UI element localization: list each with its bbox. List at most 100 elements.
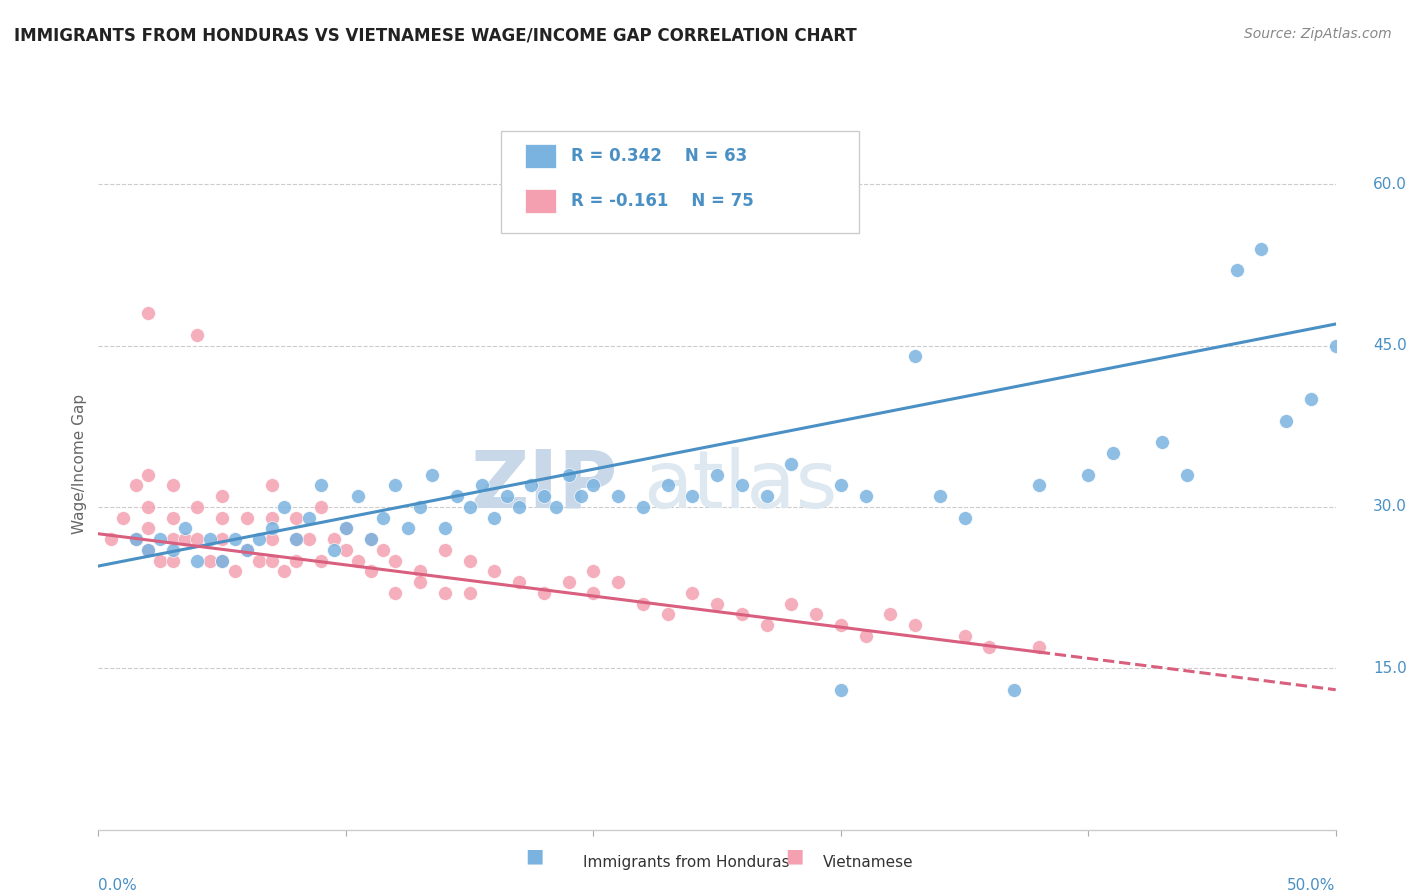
Point: [124, 532, 146, 546]
Point: [224, 565, 246, 579]
Point: [322, 532, 344, 546]
Text: IMMIGRANTS FROM HONDURAS VS VIETNAMESE WAGE/INCOME GAP CORRELATION CHART: IMMIGRANTS FROM HONDURAS VS VIETNAMESE W…: [14, 27, 856, 45]
Point: [285, 510, 308, 524]
Point: [335, 521, 357, 535]
Point: [681, 489, 703, 503]
Point: [149, 554, 172, 568]
Point: [1299, 392, 1322, 407]
Point: [780, 597, 803, 611]
Point: [409, 500, 432, 514]
Point: [1250, 242, 1272, 256]
Text: 60.0%: 60.0%: [1372, 177, 1406, 192]
Point: [260, 521, 283, 535]
Point: [484, 510, 506, 524]
Y-axis label: Wage/Income Gap: Wage/Income Gap: [72, 393, 87, 534]
Point: [360, 532, 382, 546]
Text: 0.0%: 0.0%: [98, 878, 138, 892]
Point: [186, 532, 208, 546]
Point: [198, 532, 221, 546]
Point: [1077, 467, 1099, 482]
Point: [607, 489, 630, 503]
Point: [260, 554, 283, 568]
Point: [136, 500, 159, 514]
Point: [533, 586, 555, 600]
Point: [446, 489, 468, 503]
Point: [298, 532, 321, 546]
Point: [433, 542, 456, 557]
Point: [309, 478, 332, 492]
Point: [384, 586, 406, 600]
Point: [260, 478, 283, 492]
Point: [855, 629, 877, 643]
Point: [273, 500, 295, 514]
Point: [546, 500, 568, 514]
Point: [458, 554, 481, 568]
Point: [731, 478, 754, 492]
Point: [706, 467, 728, 482]
Point: [211, 510, 233, 524]
Point: [433, 586, 456, 600]
Point: [1028, 640, 1050, 654]
Point: [186, 500, 208, 514]
Point: [224, 532, 246, 546]
Point: [631, 597, 654, 611]
Point: [149, 532, 172, 546]
Point: [298, 510, 321, 524]
Point: [335, 521, 357, 535]
Point: [236, 542, 259, 557]
Point: [162, 542, 184, 557]
Point: [309, 554, 332, 568]
Point: [136, 542, 159, 557]
Point: [100, 532, 122, 546]
Point: [631, 500, 654, 514]
Point: [471, 478, 494, 492]
Point: [830, 618, 852, 632]
Point: [458, 500, 481, 514]
Point: [1275, 414, 1298, 428]
Point: [162, 510, 184, 524]
Point: [247, 532, 270, 546]
Point: [273, 565, 295, 579]
Point: [260, 510, 283, 524]
Point: [112, 510, 135, 524]
Point: [211, 489, 233, 503]
Text: Vietnamese: Vietnamese: [823, 855, 912, 870]
Point: [520, 478, 543, 492]
Point: [607, 575, 630, 590]
Point: [928, 489, 950, 503]
Point: [285, 532, 308, 546]
Point: [211, 554, 233, 568]
Point: [433, 521, 456, 535]
Text: Immigrants from Honduras: Immigrants from Honduras: [583, 855, 790, 870]
Text: ZIP: ZIP: [471, 447, 619, 524]
Point: [285, 554, 308, 568]
Point: [347, 489, 370, 503]
Point: [657, 478, 679, 492]
Point: [371, 542, 394, 557]
Point: [322, 542, 344, 557]
Point: [458, 586, 481, 600]
Point: [236, 542, 259, 557]
Point: [136, 542, 159, 557]
Point: [174, 521, 197, 535]
Point: [409, 575, 432, 590]
Point: [124, 532, 146, 546]
Point: [371, 510, 394, 524]
Text: ■: ■: [524, 847, 544, 865]
Point: [953, 510, 976, 524]
Point: [384, 478, 406, 492]
Point: [484, 565, 506, 579]
Text: R = -0.161    N = 75: R = -0.161 N = 75: [571, 192, 754, 210]
Point: [681, 586, 703, 600]
Point: [422, 467, 444, 482]
Text: 45.0%: 45.0%: [1372, 338, 1406, 353]
Point: [124, 478, 146, 492]
Point: [1002, 682, 1025, 697]
Text: R = 0.342    N = 63: R = 0.342 N = 63: [571, 147, 748, 165]
Point: [136, 467, 159, 482]
Point: [657, 607, 679, 622]
Point: [285, 532, 308, 546]
Point: [260, 532, 283, 546]
Point: [360, 565, 382, 579]
Point: [409, 565, 432, 579]
